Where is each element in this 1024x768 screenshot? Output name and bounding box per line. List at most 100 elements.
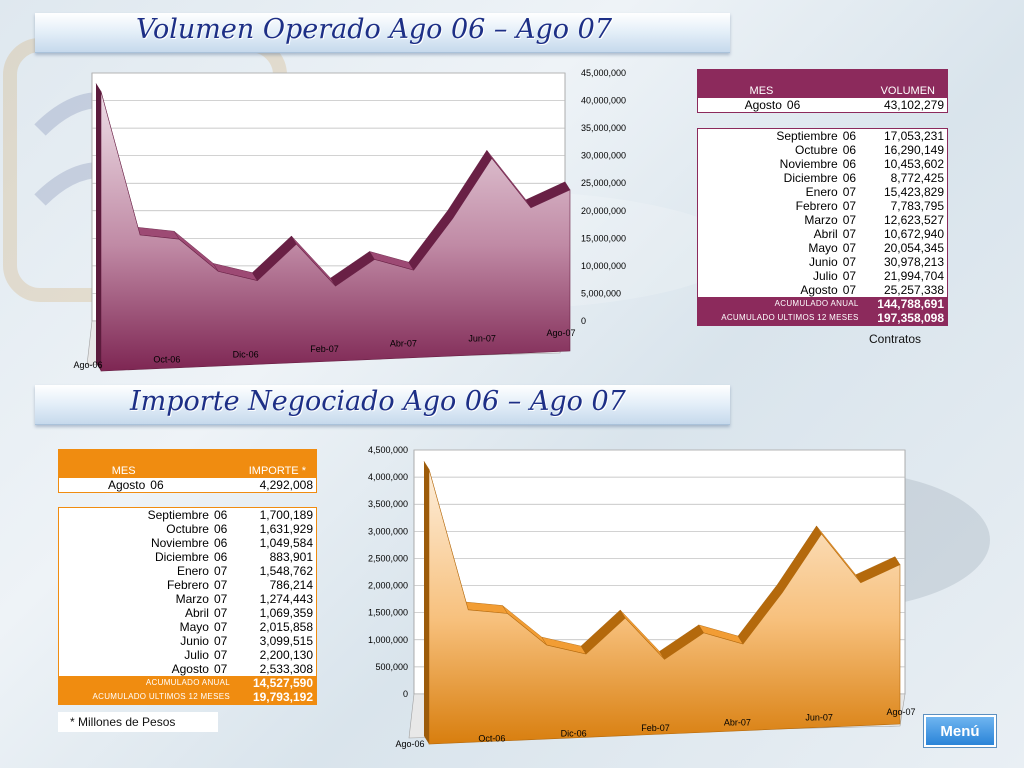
volume-table-summary-row: ACUMULADO ANUAL 144,788,691 [697, 297, 948, 311]
volume-table-year-cell: 07 [842, 185, 857, 199]
volume-table-month-cell: Mayo [808, 241, 838, 255]
importe-table-value-cell: 1,548,762 [259, 564, 313, 578]
importe-table-summary-label: ACUMULADO ULTIMOS 12 MESES [58, 690, 234, 705]
page-title-importe: Importe Negociado Ago 06 – Ago 07 [130, 386, 626, 417]
importe-table-row: Agosto 07 2,533,308 [59, 662, 317, 676]
importe-table-year-cell: 07 [213, 634, 228, 648]
importe-footnote: * Millones de Pesos [58, 712, 218, 732]
volume-table-month-cell: Agosto [800, 283, 838, 297]
y-tick-label: 4,000,000 [368, 472, 408, 482]
volume-table-year-cell: 07 [842, 213, 857, 227]
volume-table-row: Febrero 07 7,783,795 [698, 199, 948, 213]
importe-table-value-cell: 1,049,584 [259, 536, 313, 550]
y-tick-label: 45,000,000 [581, 68, 626, 78]
volume-table-month-cell: Febrero [795, 199, 838, 213]
volume-footnote: Contratos [869, 332, 922, 346]
volume-table-value-cell: 25,257,338 [883, 283, 944, 297]
volume-table-value-cell: 12,623,527 [883, 213, 944, 227]
importe-header-mes: MES [58, 449, 171, 478]
importe-table-value-cell: 883,901 [269, 550, 313, 564]
volume-table-value-cell: 30,978,213 [883, 255, 944, 269]
y-tick-label: 2,500,000 [368, 553, 408, 563]
volume-table-row: Mayo 07 20,054,345 [698, 241, 948, 255]
y-tick-label: 3,500,000 [368, 499, 408, 509]
volume-table-value-cell: 17,053,231 [883, 129, 944, 143]
importe-table-month-cell: Octubre [166, 522, 209, 536]
volume-table-month-cell: Abril [813, 227, 838, 241]
volume-table-year-cell: 06 [842, 143, 857, 157]
y-tick-label: 20,000,000 [581, 206, 626, 216]
volume-table-year-cell: 06 [842, 157, 857, 171]
y-tick-label: 0 [403, 689, 408, 699]
y-tick-label: 35,000,000 [581, 123, 626, 133]
importe-table: Septiembre 06 1,700,189 Octubre 06 1,631,929 N… [58, 507, 317, 705]
x-tick-label: Oct-06 [478, 734, 505, 744]
volume-table-row: Abril 07 10,672,940 [698, 227, 948, 241]
volume-table-value-cell: 10,672,940 [883, 227, 944, 241]
volume-first-year: 06 [786, 97, 801, 112]
volume-first-month: Agosto [744, 97, 782, 112]
y-tick-label: 40,000,000 [581, 96, 626, 106]
volume-table-year-cell: 07 [842, 283, 857, 297]
importe-table-month-cell: Febrero [166, 578, 209, 592]
y-tick-label: 5,000,000 [581, 288, 621, 298]
volume-header-mes: MES [697, 69, 807, 98]
volume-table-month-cell: Marzo [804, 213, 838, 227]
x-tick-label: Dic-06 [561, 728, 587, 738]
volume-table-month-cell: Octubre [795, 143, 838, 157]
y-tick-label: 0 [581, 316, 586, 326]
importe-table-month-cell: Mayo [179, 620, 209, 634]
importe-table-summary-value: 14,527,590 [233, 676, 317, 690]
volume-table-value-cell: 10,453,602 [883, 157, 944, 171]
volume-table-year-cell: 06 [842, 171, 857, 185]
volume-table-year-cell: 07 [842, 199, 857, 213]
volume-table-row: Julio 07 21,994,704 [698, 269, 948, 283]
volume-table-year-cell: 06 [842, 129, 857, 143]
menu-button[interactable]: Menú [924, 715, 996, 747]
importe-first-value: 4,292,008 [259, 477, 313, 492]
x-tick-label: Feb-07 [310, 344, 339, 354]
importe-table-value-cell: 3,099,515 [259, 634, 313, 648]
importe-table-value-cell: 2,533,308 [259, 662, 313, 676]
importe-table-row: Abril 07 1,069,359 [59, 606, 317, 620]
importe-table-summary-label: ACUMULADO ANUAL [58, 676, 234, 690]
page-title-volumen: Volumen Operado Ago 06 – Ago 07 [136, 14, 612, 45]
importe-table-year-cell: 06 [213, 508, 228, 522]
importe-table-row: Marzo 07 1,274,443 [59, 592, 317, 606]
importe-table-year-cell: 06 [213, 536, 228, 550]
y-tick-label: 4,500,000 [368, 445, 408, 455]
x-tick-label: Ago-06 [73, 360, 102, 370]
volume-table-month-cell: Julio [813, 269, 838, 283]
area-end-cap [424, 461, 429, 744]
volume-table-summary-row: ACUMULADO ULTIMOS 12 MESES 197,358,098 [697, 311, 948, 326]
importe-table-row: Septiembre 06 1,700,189 [59, 508, 317, 523]
x-tick-label: Abr-07 [724, 718, 751, 728]
importe-table-summary-row: ACUMULADO ANUAL 14,527,590 [58, 676, 317, 690]
volume-table-month-cell: Noviembre [779, 157, 838, 171]
importe-table-year-cell: 07 [213, 606, 228, 620]
volume-table-year-cell: 07 [842, 255, 857, 269]
x-tick-label: Ago-07 [886, 707, 915, 717]
x-tick-label: Abr-07 [390, 339, 417, 349]
importe-table-value-cell: 2,015,858 [259, 620, 313, 634]
importe-table-row: Enero 07 1,548,762 [59, 564, 317, 578]
importe-table-row: Noviembre 06 1,049,584 [59, 536, 317, 550]
volume-table-year-cell: 07 [842, 269, 857, 283]
volume-table-summary-value: 144,788,691 [862, 297, 948, 311]
importe-table-year-cell: 07 [213, 648, 228, 662]
volume-table-row: Septiembre 06 17,053,231 [698, 129, 948, 144]
importe-table-year-cell: 07 [213, 662, 228, 676]
volume-table-row: Noviembre 06 10,453,602 [698, 157, 948, 171]
volume-table-year-cell: 07 [842, 241, 857, 255]
importe-table-month-cell: Junio [180, 634, 209, 648]
importe-table-value-cell: 786,214 [269, 578, 313, 592]
importe-table-row: Mayo 07 2,015,858 [59, 620, 317, 634]
volume-first-value: 43,102,279 [883, 97, 944, 112]
title-banner-importe [35, 385, 730, 425]
volume-table-summary-value: 197,358,098 [862, 311, 948, 326]
importe-table-month-cell: Septiembre [147, 508, 209, 522]
y-tick-label: 30,000,000 [581, 151, 626, 161]
volume-table-value-cell: 15,423,829 [883, 185, 944, 199]
volume-table-value-cell: 20,054,345 [883, 241, 944, 255]
volume-table-row: Enero 07 15,423,829 [698, 185, 948, 199]
